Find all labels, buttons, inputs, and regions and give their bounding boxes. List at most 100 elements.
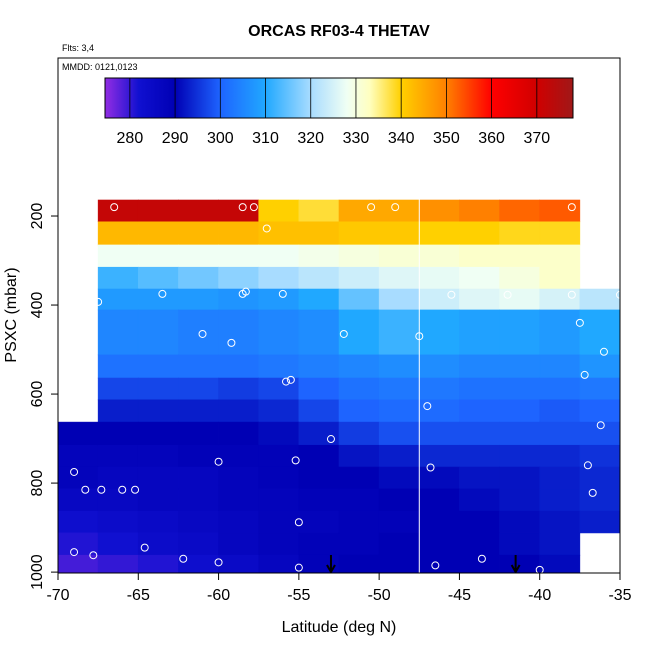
heat-cell xyxy=(137,399,179,423)
heat-cell xyxy=(378,309,420,356)
heat-cell xyxy=(137,466,179,490)
heat-cell xyxy=(97,221,139,246)
heat-cell xyxy=(258,266,300,290)
heat-cell xyxy=(418,309,460,356)
heat-cell xyxy=(58,554,99,573)
heat-cell xyxy=(459,510,500,534)
heat-cell xyxy=(418,421,460,446)
data-point xyxy=(70,548,79,557)
heat-cell xyxy=(579,488,620,512)
heat-cell xyxy=(258,488,300,512)
heat-cell xyxy=(178,199,219,223)
heat-cell xyxy=(459,199,500,223)
heat-cell xyxy=(459,377,500,401)
heat-cell xyxy=(579,399,620,423)
heat-cell xyxy=(298,510,340,534)
axes: -70 -65 -60 -55 -50 -45 -40 -35 200 400 600 800 1000… xyxy=(29,57,632,604)
heat-cell xyxy=(499,377,541,401)
data-point xyxy=(118,485,127,494)
heat-cell xyxy=(298,377,340,401)
heat-cell xyxy=(218,510,260,534)
heat-cell xyxy=(218,221,260,246)
heat-cell xyxy=(338,554,380,573)
heat-cell xyxy=(258,466,300,490)
heat-cell xyxy=(539,488,581,512)
heat-cell xyxy=(499,244,541,268)
heat-cell xyxy=(97,554,139,573)
heat-cell xyxy=(499,221,541,246)
heat-cell xyxy=(178,266,219,290)
heat-cell xyxy=(418,377,460,401)
heat-cell xyxy=(258,377,300,401)
colorbar-tick-label: 350 xyxy=(433,130,460,147)
heat-cell xyxy=(298,309,340,356)
heat-cell xyxy=(218,532,260,556)
heat-cell xyxy=(137,266,179,290)
data-point xyxy=(110,203,119,212)
heat-cell xyxy=(539,532,581,556)
data-point xyxy=(214,457,223,466)
heat-cell xyxy=(459,444,500,468)
y-tick-label: 800 xyxy=(29,470,46,497)
data-point xyxy=(78,234,87,243)
data-point xyxy=(249,203,258,212)
heat-cell xyxy=(579,288,620,311)
data-point xyxy=(583,461,592,470)
heat-cell xyxy=(298,244,340,268)
heat-cell xyxy=(459,466,500,490)
heat-cell xyxy=(137,244,179,268)
heat-cell xyxy=(137,309,179,356)
heat-cell xyxy=(137,488,179,512)
heat-cell xyxy=(298,444,340,468)
data-point xyxy=(294,563,303,572)
data-point xyxy=(367,203,376,212)
heat-cell xyxy=(218,444,260,468)
data-point xyxy=(262,224,271,233)
heat-cell xyxy=(499,488,541,512)
data-point xyxy=(214,558,223,567)
heat-cell xyxy=(539,354,581,379)
heat-cell xyxy=(378,444,420,468)
heat-cell xyxy=(298,199,340,223)
colorbar xyxy=(104,77,574,119)
data-point xyxy=(580,370,589,379)
heat-cell xyxy=(178,510,219,534)
heat-cell xyxy=(258,199,300,223)
heat-cell xyxy=(418,510,460,534)
heat-cell xyxy=(258,244,300,268)
heat-cell xyxy=(178,399,219,423)
heat-cell xyxy=(338,199,380,223)
data-point xyxy=(588,488,597,497)
arrow xyxy=(510,555,521,573)
heat-cell xyxy=(338,266,380,290)
x-tick-label: -45 xyxy=(448,587,471,604)
heat-cell xyxy=(459,421,500,446)
heat-cell xyxy=(499,309,541,356)
heat-cell xyxy=(539,199,581,223)
heat-cell xyxy=(258,421,300,446)
heat-cell xyxy=(338,466,380,490)
heat-cell xyxy=(178,421,219,446)
data-point xyxy=(227,338,236,347)
heat-cell xyxy=(499,532,541,556)
data-point xyxy=(89,551,98,560)
heat-cell xyxy=(137,354,179,379)
heat-cell xyxy=(258,309,300,356)
data-point xyxy=(596,421,605,430)
annotation: Flts: 3,4 xyxy=(62,43,94,53)
data-point xyxy=(294,518,303,527)
colorbar-tick-label: 280 xyxy=(117,130,144,147)
data-point xyxy=(86,370,95,379)
data-point xyxy=(131,485,140,494)
heat-cell xyxy=(418,532,460,556)
heat-cell xyxy=(338,421,380,446)
heat-cell xyxy=(539,266,581,290)
heat-cell xyxy=(459,244,500,268)
heat-cell xyxy=(378,199,420,223)
heat-cell xyxy=(378,354,420,379)
heatmap xyxy=(58,199,620,573)
heat-cell xyxy=(218,244,260,268)
heat-cell xyxy=(97,309,139,356)
heat-cell xyxy=(378,377,420,401)
